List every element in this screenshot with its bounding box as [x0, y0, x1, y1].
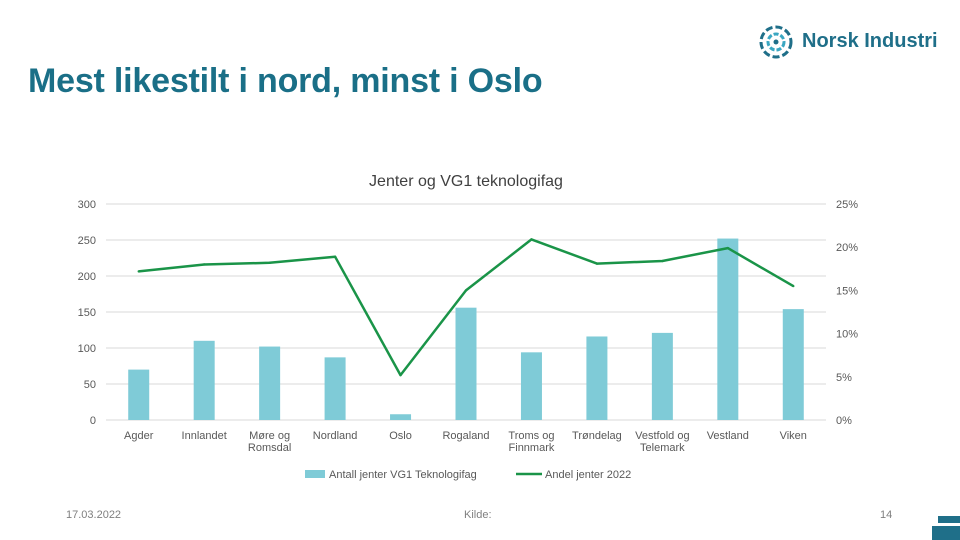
legend-line-label: Andel jenter 2022: [545, 469, 631, 481]
bar: [193, 340, 215, 420]
bar: [455, 307, 477, 420]
y-left-tick-label: 150: [78, 307, 96, 319]
bar: [390, 414, 412, 420]
x-tick-label: Vestland: [707, 430, 749, 442]
line-point: [726, 246, 730, 250]
line-point: [595, 262, 599, 265]
y-left-tick-label: 0: [90, 415, 96, 427]
x-tick-label: Nordland: [313, 430, 358, 442]
logo-swirl-icon: [759, 25, 793, 59]
bar: [717, 238, 739, 420]
bar: [782, 309, 804, 420]
y-left-tick-label: 200: [78, 271, 96, 283]
x-tick-label: Oslo: [389, 430, 412, 442]
y-right-tick-label: 0%: [836, 415, 852, 427]
y-right-tick-label: 15%: [836, 285, 858, 297]
y-left-tick-label: 50: [84, 379, 96, 391]
line-point: [661, 259, 664, 263]
chart: Jenter og VG1 teknologifag 0 50 100 150 200 25…: [0, 160, 960, 490]
legend-bar-swatch: [305, 470, 325, 478]
line-point: [792, 284, 795, 288]
x-tick-label: Trøndelag: [572, 430, 622, 442]
footer-source: Kilde:: [464, 509, 492, 521]
corner-decoration: [932, 516, 960, 540]
x-tick-label: Rogaland: [442, 430, 489, 442]
y-left-tick-label: 300: [78, 199, 96, 211]
logo-text: Norsk Industri: [802, 30, 938, 52]
line-point: [464, 289, 468, 292]
y-left-tick-label: 250: [78, 235, 96, 247]
line-point: [202, 263, 206, 266]
footer-date: 17.03.2022: [66, 509, 122, 521]
line-point: [137, 270, 140, 273]
x-tick-label: Møre og Romsdal: [248, 430, 291, 454]
page-number: 14: [880, 509, 893, 521]
chart-title: Jenter og VG1 teknologifag: [369, 173, 563, 190]
bar: [586, 336, 608, 420]
y-right-tick-label: 25%: [836, 199, 858, 211]
bar: [324, 357, 346, 420]
x-tick-label: Innlandet: [182, 430, 227, 442]
line-point: [333, 255, 337, 258]
line-point: [399, 373, 402, 377]
x-tick-label: Viken: [780, 430, 807, 442]
norsk-industri-logo: Norsk Industri: [756, 24, 940, 60]
y-right-tick-label: 20%: [836, 242, 858, 254]
x-tick-label: Troms og Finnmark: [508, 430, 554, 454]
legend-bar-label: Antall jenter VG1 Teknologifag: [329, 469, 477, 481]
line-point: [530, 238, 533, 241]
bar: [259, 346, 281, 420]
x-tick-label: Agder: [124, 430, 154, 442]
line-point: [268, 261, 271, 264]
bar: [520, 352, 542, 420]
y-right-tick-label: 10%: [836, 329, 858, 341]
bar: [128, 369, 150, 420]
y-right-tick-label: 5%: [836, 372, 852, 384]
slide-title: Mest likestilt i nord, minst i Oslo: [28, 62, 543, 100]
y-left-tick-label: 100: [78, 343, 96, 355]
bar: [651, 332, 673, 420]
x-tick-label: Vestfold og Telemark: [635, 430, 689, 454]
chart-svg: Jenter og VG1 teknologifag 0 50 100 150 200 25…: [78, 173, 859, 481]
